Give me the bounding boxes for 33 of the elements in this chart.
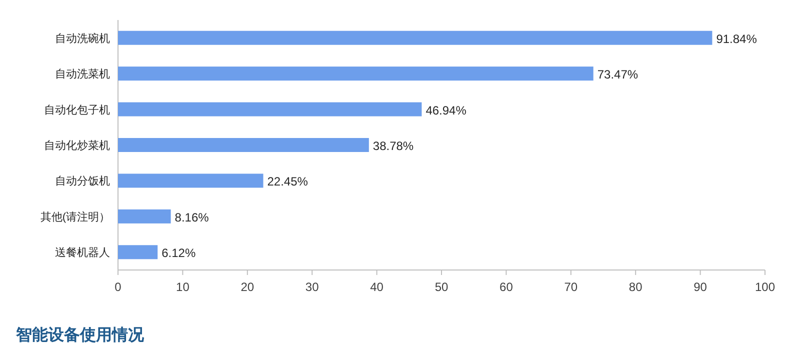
- x-tick-label: 90: [694, 280, 708, 294]
- y-tick-label: 自动化包子机: [44, 104, 110, 116]
- x-tick-label: 30: [305, 280, 320, 294]
- bar: [118, 138, 369, 152]
- y-tick-label: 自动洗菜机: [55, 68, 110, 81]
- data-label: 22.45%: [267, 174, 308, 189]
- bar: [118, 245, 158, 260]
- data-label: 46.94%: [426, 103, 467, 118]
- bar: [118, 102, 422, 116]
- y-tick-label: 送餐机器人: [55, 247, 110, 260]
- x-tick-label: 10: [176, 280, 190, 294]
- x-tick-label: 20: [240, 280, 254, 294]
- data-label: 6.12%: [162, 246, 196, 260]
- data-label: 38.78%: [372, 139, 414, 153]
- bar: [118, 209, 171, 224]
- y-tick-label: 自动分饭机: [55, 176, 110, 188]
- x-tick-label: 80: [628, 280, 643, 294]
- x-tick-label: 100: [754, 280, 776, 294]
- x-tick-label: 0: [114, 280, 122, 294]
- bar: [118, 66, 594, 81]
- data-label: 91.84%: [716, 32, 758, 46]
- data-label: 8.16%: [174, 210, 210, 224]
- y-tick-label: 其他(请注明）: [40, 210, 110, 224]
- bar: [118, 30, 712, 45]
- bar: [118, 174, 264, 188]
- data-label: 73.47%: [597, 68, 638, 82]
- y-tick-label: 自动化炒菜机: [44, 139, 110, 152]
- text: 智能设备使用情况: [15, 326, 145, 344]
- y-tick-label: 自动洗碗机: [55, 32, 110, 45]
- x-tick-label: 40: [370, 280, 384, 294]
- x-tick-label: 50: [434, 280, 448, 294]
- x-tick-label: 60: [500, 280, 514, 294]
- x-tick-label: 70: [564, 280, 578, 294]
